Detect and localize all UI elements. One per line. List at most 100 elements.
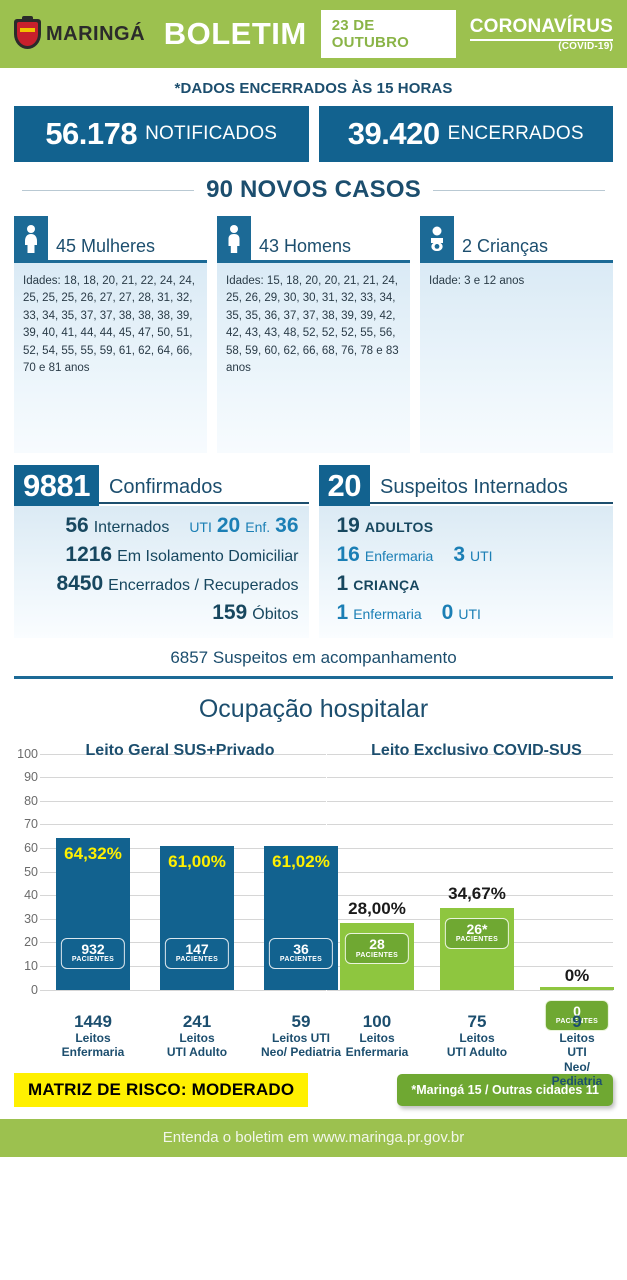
women-count-label: 45 Mulheres xyxy=(56,236,156,256)
bar-value-label: 61,02% xyxy=(272,851,330,871)
bed-label-line2: UTI Adulto xyxy=(166,1045,228,1060)
y-tick-label: 40 xyxy=(24,888,38,903)
panel-title-general: Leito Geral SUS+Privado xyxy=(85,741,275,759)
covid-subtitle: (COVID-19) xyxy=(558,40,613,52)
bar-value-label: 64,32% xyxy=(64,843,122,863)
male-icon xyxy=(217,216,251,261)
footer-link-bar[interactable]: Entenda o boletim em www.maringa.pr.gov.… xyxy=(0,1118,627,1157)
suspects-row-child-beds: 1 Enfermaria 0 UTI xyxy=(337,599,481,628)
section-divider xyxy=(14,675,613,679)
y-tick-label: 0 xyxy=(31,982,38,997)
suspects-breakdown: 19 ADULTOS 16 Enfermaria 3 UTI 1 CRIANÇA xyxy=(318,505,613,638)
city-crest-icon xyxy=(14,16,41,49)
x-axis-label: 75 Leitos UTI Adulto xyxy=(446,1012,508,1060)
y-tick-label: 80 xyxy=(24,793,38,808)
y-tick-label: 50 xyxy=(24,864,38,879)
adult-ward-label: Enfermaria xyxy=(364,547,434,564)
y-tick-label: 10 xyxy=(24,958,38,973)
city-name: MARINGÁ xyxy=(46,22,146,45)
bar xyxy=(264,845,338,990)
y-tick-label: 70 xyxy=(24,817,38,832)
bed-label-line2: Enfermaria xyxy=(345,1045,409,1060)
bar-value-label: 61,00% xyxy=(168,851,226,871)
child-icu-count: 0 xyxy=(441,600,454,624)
patients-label: PACIENTES xyxy=(555,1018,599,1026)
suspects-number: 20 xyxy=(318,465,370,506)
coronavirus-title: CORONAVÍRUS xyxy=(469,15,613,37)
women-ages-panel: Idades: 18, 18, 20, 21, 22, 24, 24, 25, … xyxy=(14,263,207,453)
patients-count: 0 xyxy=(573,1002,581,1019)
children-count-label: 2 Crianças xyxy=(462,236,549,256)
women-ages-text: Idades: 18, 18, 20, 21, 22, 24, 24, 25, … xyxy=(23,275,195,375)
x-axis-label: 241 Leitos UTI Adulto xyxy=(166,1011,228,1060)
confirmed-row-isolation: 1216 Em Isolamento Domiciliar xyxy=(65,541,298,570)
divider-right xyxy=(432,189,605,191)
x-axis-label: 59 Leitos UTI Neo/ Pediatria xyxy=(260,1012,342,1060)
summary-boxes: 56.178 NOTIFICADOS 39.420 ENCERRADOS xyxy=(0,106,627,162)
bar-value-label: 34,67% xyxy=(448,883,506,903)
bed-total: 241 xyxy=(182,1011,212,1031)
isolation-label: Em Isolamento Domiciliar xyxy=(117,547,299,565)
y-tick-label: 100 xyxy=(17,746,38,761)
bar xyxy=(540,986,614,990)
bar xyxy=(56,837,130,990)
bar-value-label: 28,00% xyxy=(348,899,406,919)
bed-label-line1: Leitos UTI xyxy=(559,1031,595,1060)
ward-label: Enf. xyxy=(245,518,271,535)
children-underline xyxy=(420,260,613,263)
demographic-card-women: 45 Mulheres Idades: 18, 18, 20, 21, 22, … xyxy=(14,216,207,453)
divider-left xyxy=(22,189,195,191)
bed-label-line1: Leitos xyxy=(359,1031,395,1046)
x-axis-label: 100 Leitos Enfermaria xyxy=(345,1011,409,1060)
coronavirus-label: CORONAVÍRUS (COVID-19) xyxy=(469,15,613,52)
footer-link-text[interactable]: Entenda o boletim em www.maringa.pr.gov.… xyxy=(162,1129,465,1147)
confirmed-title: Confirmados xyxy=(98,465,309,504)
men-underline xyxy=(217,260,410,263)
bulletin-date-badge: 23 DE OUTUBRO xyxy=(320,10,456,58)
bed-label-line2: Neo/ Pediatria xyxy=(260,1045,342,1060)
adult-icu-count: 3 xyxy=(453,542,466,566)
deaths-label: Óbitos xyxy=(252,605,299,623)
adults-count: 19 xyxy=(336,513,360,537)
suspects-row-adults: 19 ADULTOS xyxy=(337,512,434,541)
men-ages-text: Idades: 15, 18, 20, 20, 21, 21, 24, 25, … xyxy=(226,275,399,375)
demographic-card-men: 43 Homens Idades: 15, 18, 20, 20, 21, 21… xyxy=(217,216,410,453)
bed-total: 1449 xyxy=(74,1011,112,1031)
bed-label-line1: Leitos xyxy=(179,1031,215,1046)
coronavirus-rule xyxy=(469,38,613,41)
bar xyxy=(160,845,234,990)
isolation-count: 1216 xyxy=(65,542,113,566)
city-logo: MARINGÁ xyxy=(14,16,146,49)
closed-number: 39.420 xyxy=(347,116,440,151)
patients-label: PACIENTES xyxy=(355,952,399,960)
chart-y-axis: 0 10 20 30 40 50 60 70 80 90 100 xyxy=(4,736,38,1011)
x-axis-label: 9 Leitos UTI Neo/ Pediatria xyxy=(552,1012,603,1088)
notified-box: 56.178 NOTIFICADOS xyxy=(14,106,309,162)
suspects-hospitalized-card: 20 Suspeitos Internados 19 ADULTOS 16 En… xyxy=(318,465,613,638)
men-count-label: 43 Homens xyxy=(259,236,352,256)
bed-total: 100 xyxy=(362,1011,392,1031)
icu-count: 20 xyxy=(216,513,241,537)
x-axis-label: 1449 Leitos Enfermaria xyxy=(62,1011,125,1060)
children-ages-text: Idade: 3 e 12 anos xyxy=(429,275,525,287)
confirmed-card: 9881 Confirmados 56 Internados UTI 20 En… xyxy=(14,465,309,638)
adult-icu-label: UTI xyxy=(470,547,493,564)
patients-label: PACIENTES xyxy=(455,936,499,944)
new-cases-title: 90 NOVOS CASOS xyxy=(206,176,421,203)
header: MARINGÁ BOLETIM 23 DE OUTUBRO CORONAVÍRU… xyxy=(0,0,627,68)
bed-label-line1: Leitos UTI xyxy=(271,1031,330,1046)
notified-label: NOTIFICADOS xyxy=(145,123,278,144)
chart-bars: 64,32% 932 PACIENTES 61,00% 147 PACIENTES 61,0… xyxy=(40,736,614,1031)
closed-label: ENCERRADOS xyxy=(447,123,584,144)
confirmed-suspects-row: 9881 Confirmados 56 Internados UTI 20 En… xyxy=(0,453,627,638)
children-ages-panel: Idade: 3 e 12 anos xyxy=(420,263,613,453)
suspects-monitoring-text: 6857 Suspeitos em acompanhamento xyxy=(170,647,457,667)
footnote-badge: *Maringá 15 / Outras cidades 11 xyxy=(397,1073,613,1106)
bulletin-title: BOLETIM xyxy=(163,16,307,51)
men-ages-panel: Idades: 15, 18, 20, 20, 21, 21, 24, 25, … xyxy=(217,263,410,453)
child-ward-label: Enfermaria xyxy=(353,605,422,622)
bed-label-line2: UTI Adulto xyxy=(446,1045,508,1060)
baby-icon xyxy=(420,216,454,261)
suspects-row-adult-beds: 16 Enfermaria 3 UTI xyxy=(337,541,493,570)
